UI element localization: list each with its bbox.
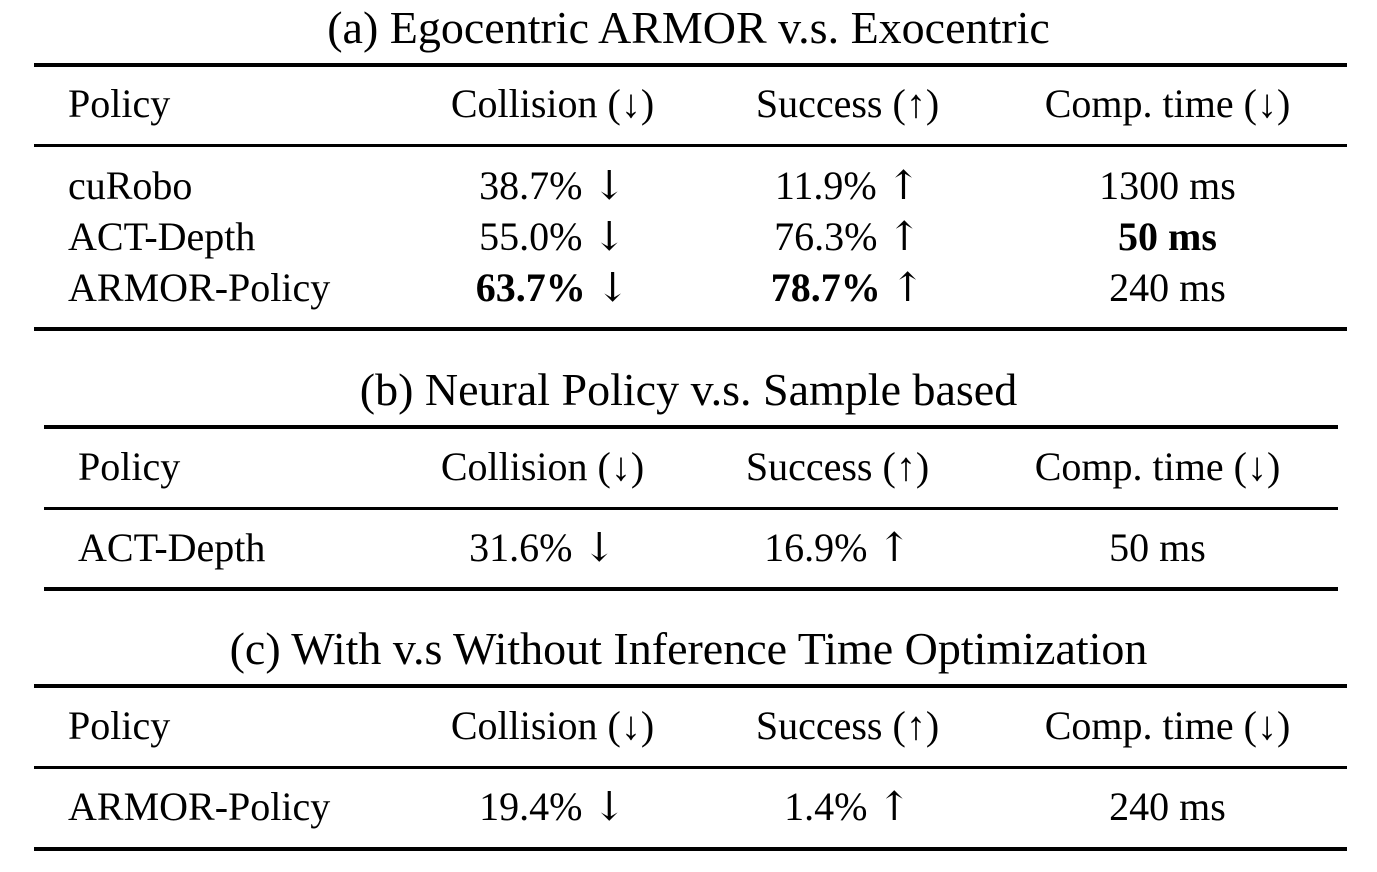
table-c-top-rule: [34, 684, 1347, 688]
table-row: ARMOR-Policy 63.7% ↓ 78.7% ↑ 240 ms: [0, 262, 1377, 314]
table-b-header-row: Policy Collision (↓) Success (↑) Comp. t…: [0, 441, 1377, 493]
success-cell: 1.4% ↑: [715, 781, 980, 833]
header-collision: Collision (↓): [450, 703, 655, 748]
table-c-header-row: Policy Collision (↓) Success (↑) Comp. t…: [0, 700, 1377, 752]
success-value-best: 78.7%: [770, 265, 881, 310]
policy-cell: cuRobo: [68, 163, 193, 208]
table-a-mid-rule: [34, 144, 1347, 147]
time-cell: 240 ms: [1109, 265, 1226, 310]
down-arrow-icon: ↓: [592, 214, 626, 260]
collision-cell: 38.7% ↓: [410, 160, 695, 212]
header-comp-time: Comp. time (↓): [1034, 444, 1281, 489]
time-cell: 240 ms: [1109, 784, 1226, 829]
table-a-top-rule: [34, 63, 1347, 67]
up-arrow-icon: ↑: [890, 265, 925, 311]
collision-value: 55.0%: [479, 214, 583, 259]
header-comp-time: Comp. time (↓): [1044, 81, 1291, 126]
success-cell: 76.3% ↑: [715, 211, 980, 263]
down-arrow-icon: ↓: [582, 525, 616, 571]
collision-cell: 55.0% ↓: [410, 211, 695, 263]
success-cell: 78.7% ↑: [715, 262, 980, 314]
collision-value: 38.7%: [479, 163, 583, 208]
collision-cell: 19.4% ↓: [410, 781, 695, 833]
header-comp-time: Comp. time (↓): [1044, 703, 1291, 748]
policy-cell: ACT-Depth: [78, 525, 266, 570]
collision-cell: 63.7% ↓: [410, 262, 695, 314]
table-a-header-row: Policy Collision (↓) Success (↑) Comp. t…: [0, 78, 1377, 130]
header-collision: Collision (↓): [440, 444, 645, 489]
header-collision: Collision (↓): [450, 81, 655, 126]
down-arrow-icon: ↓: [592, 163, 626, 209]
table-b-top-rule: [44, 425, 1338, 429]
policy-cell: ARMOR-Policy: [68, 784, 331, 829]
table-a-bottom-rule: [34, 327, 1347, 331]
success-cell: 11.9% ↑: [715, 160, 980, 212]
table-b-caption: (b) Neural Policy v.s. Sample based: [359, 364, 1018, 415]
collision-cell: 31.6% ↓: [400, 522, 685, 574]
table-c-bottom-rule: [34, 847, 1347, 851]
up-arrow-icon: ↑: [877, 784, 911, 830]
table-c-mid-rule: [34, 766, 1347, 769]
time-cell: 50 ms: [1109, 525, 1206, 570]
collision-value-best: 63.7%: [475, 265, 586, 310]
time-cell-best: 50 ms: [1118, 214, 1217, 259]
table-row: ARMOR-Policy 19.4% ↓ 1.4% ↑ 240 ms: [0, 781, 1377, 833]
success-value: 16.9%: [764, 525, 868, 570]
down-arrow-icon: ↓: [595, 265, 630, 311]
table-b-bottom-rule: [44, 587, 1338, 591]
success-value: 76.3%: [774, 214, 878, 259]
up-arrow-icon: ↑: [886, 163, 921, 209]
up-arrow-icon: ↑: [887, 214, 921, 260]
header-success: Success (↑): [745, 444, 930, 489]
success-value: 1.4%: [784, 784, 868, 829]
table-c-caption: (c) With v.s Without Inference Time Opti…: [229, 623, 1148, 674]
table-b-mid-rule: [44, 507, 1338, 510]
header-policy: Policy: [68, 81, 171, 126]
down-arrow-icon: ↓: [592, 784, 626, 830]
header-success: Success (↑): [755, 81, 940, 126]
header-policy: Policy: [78, 444, 181, 489]
success-value: 11.9%: [774, 163, 877, 208]
collision-value: 19.4%: [479, 784, 583, 829]
up-arrow-icon: ↑: [877, 525, 911, 571]
policy-cell: ACT-Depth: [68, 214, 256, 259]
table-row: cuRobo 38.7% ↓ 11.9% ↑ 1300 ms: [0, 160, 1377, 212]
table-row: ACT-Depth 55.0% ↓ 76.3% ↑ 50 ms: [0, 211, 1377, 263]
policy-cell: ARMOR-Policy: [68, 265, 331, 310]
success-cell: 16.9% ↑: [705, 522, 970, 574]
header-policy: Policy: [68, 703, 171, 748]
table-a-caption: (a) Egocentric ARMOR v.s. Exocentric: [327, 2, 1050, 53]
collision-value: 31.6%: [469, 525, 573, 570]
table-row: ACT-Depth 31.6% ↓ 16.9% ↑ 50 ms: [0, 522, 1377, 574]
time-cell: 1300 ms: [1099, 163, 1236, 208]
header-success: Success (↑): [755, 703, 940, 748]
